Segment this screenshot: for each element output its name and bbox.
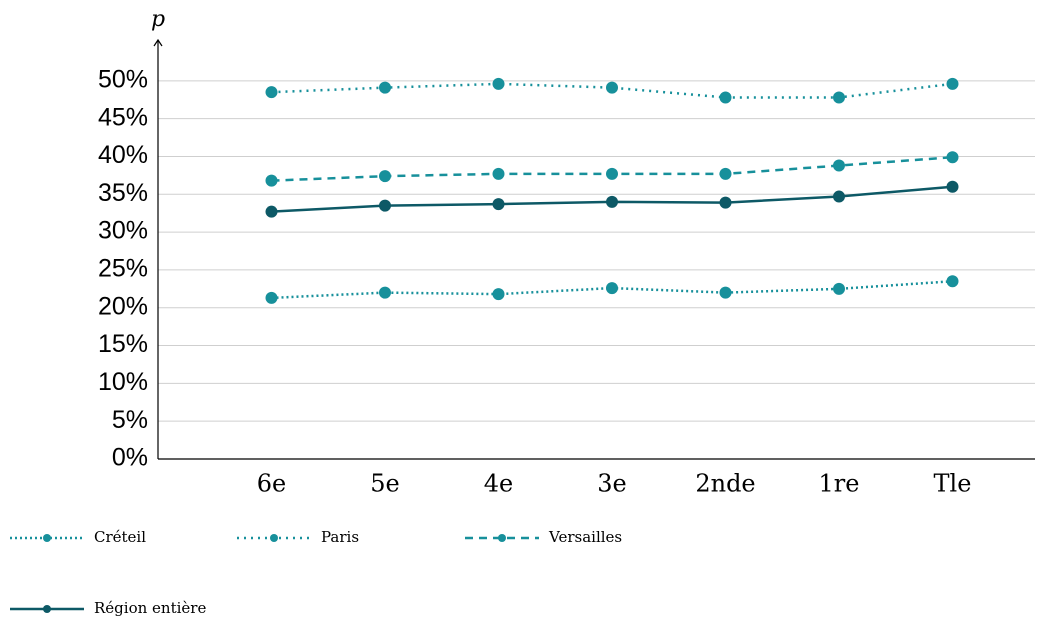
data-point xyxy=(492,288,505,301)
legend-label: Créteil xyxy=(94,528,146,546)
data-point xyxy=(379,81,391,94)
x-tick-label: 2nde xyxy=(695,470,755,498)
data-point xyxy=(946,151,959,164)
x-tick-label: 1re xyxy=(819,470,860,498)
y-tick-label: 0% xyxy=(112,444,148,472)
x-tick-label: Tle xyxy=(934,470,972,498)
y-tick-label: 50% xyxy=(98,65,148,93)
y-tick-label: 30% xyxy=(98,217,148,245)
y-tick-label: 20% xyxy=(98,292,148,320)
data-point xyxy=(719,167,732,180)
data-point xyxy=(492,198,505,211)
legend-marker xyxy=(270,534,278,542)
data-point xyxy=(265,205,278,218)
legend-marker xyxy=(43,534,51,542)
data-point xyxy=(379,199,391,212)
x-tick-label: 3e xyxy=(597,470,626,498)
y-tick-label: 5% xyxy=(112,406,148,434)
data-point xyxy=(492,77,505,90)
data-point xyxy=(606,195,618,208)
x-tick-label: 5e xyxy=(370,470,399,498)
data-point xyxy=(379,286,391,299)
data-point xyxy=(833,91,845,104)
data-point xyxy=(265,174,278,187)
legend-marker xyxy=(498,534,506,542)
data-point xyxy=(833,190,845,203)
legend-marker xyxy=(43,605,51,613)
y-axis-arrow xyxy=(153,38,163,47)
y-axis-label: p xyxy=(151,7,165,32)
y-tick-label: 25% xyxy=(98,255,148,283)
data-point xyxy=(946,275,959,288)
data-point xyxy=(606,81,618,94)
data-point xyxy=(719,286,732,299)
data-point xyxy=(265,291,278,304)
data-point xyxy=(492,167,505,180)
data-point xyxy=(719,91,732,104)
y-tick-label: 40% xyxy=(98,141,148,169)
legend-label: Paris xyxy=(321,528,359,546)
y-tick-label: 35% xyxy=(98,179,148,207)
x-tick-label: 4e xyxy=(484,470,513,498)
data-point xyxy=(606,167,618,180)
data-point xyxy=(946,77,959,90)
legend-label: Versailles xyxy=(548,528,622,546)
data-point xyxy=(833,159,845,172)
data-point xyxy=(719,196,732,209)
data-point xyxy=(606,282,618,295)
y-tick-label: 45% xyxy=(98,103,148,131)
data-point xyxy=(946,180,959,193)
data-point xyxy=(265,86,278,99)
y-tick-label: 15% xyxy=(98,330,148,358)
y-tick-label: 10% xyxy=(98,368,148,396)
x-tick-label: 6e xyxy=(257,470,286,498)
legend-label: Région entière xyxy=(94,599,206,617)
data-point xyxy=(833,282,845,295)
data-point xyxy=(379,170,391,183)
